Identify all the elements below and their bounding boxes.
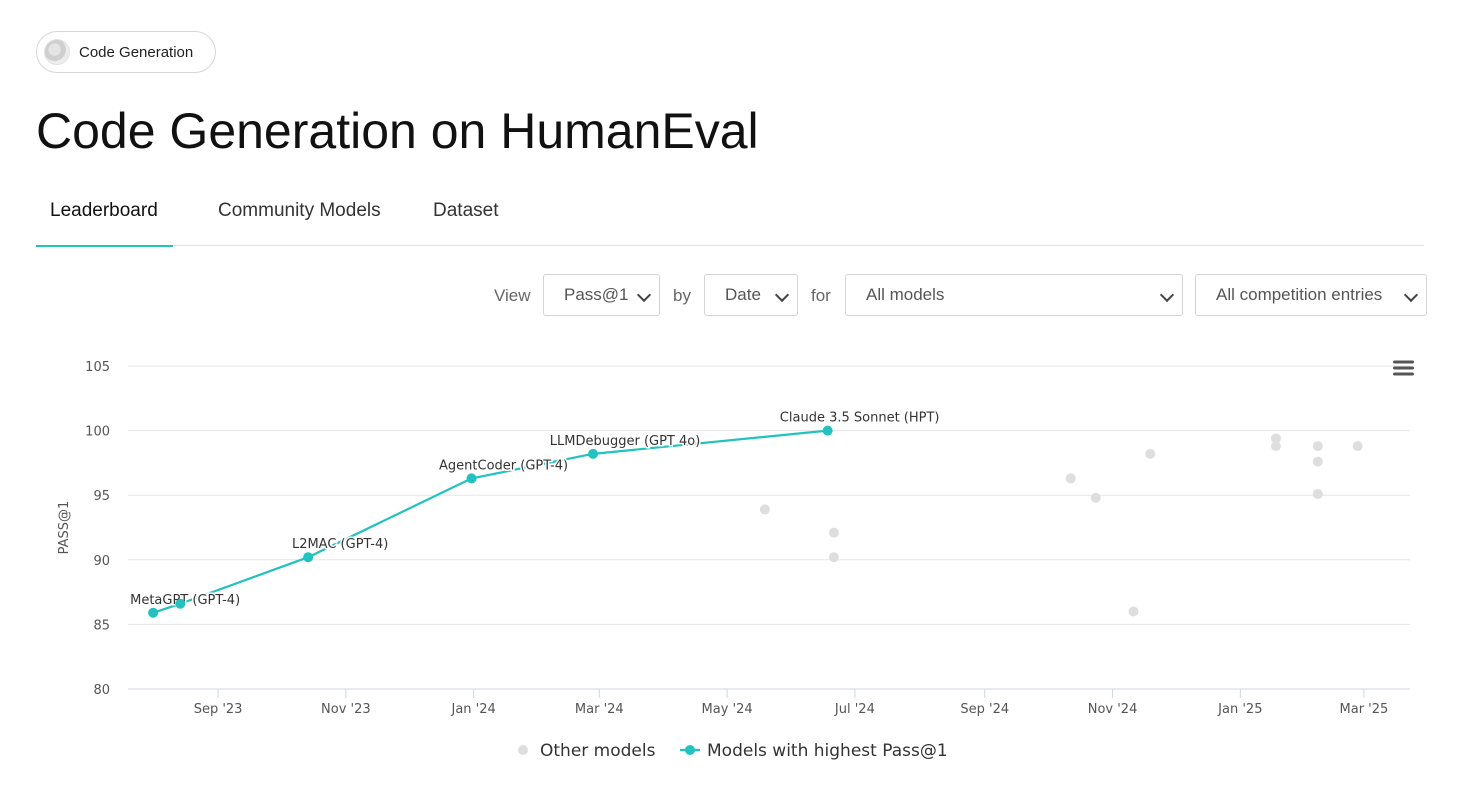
other-model-point[interactable] xyxy=(1090,492,1101,503)
task-pill-label: Code Generation xyxy=(79,43,194,61)
legend-best-models-marker xyxy=(685,745,695,755)
x-tick-label: Mar '24 xyxy=(575,702,624,717)
sort-by-select[interactable]: Date xyxy=(704,274,798,316)
x-tick-label: Nov '24 xyxy=(1088,702,1138,717)
tab-bar: Leaderboard Community Models Dataset xyxy=(36,190,1424,247)
filter-bar: View Pass@1 by Date for All models All c… xyxy=(0,274,1457,316)
by-label: by xyxy=(673,286,691,305)
best-model-label: Claude 3.5 Sonnet (HPT) xyxy=(780,411,940,426)
chevron-down-icon xyxy=(774,287,790,303)
y-tick-label: 105 xyxy=(85,360,110,375)
for-label: for xyxy=(811,286,831,305)
tab-leaderboard[interactable]: Leaderboard xyxy=(50,200,158,221)
other-model-point[interactable] xyxy=(1352,441,1363,452)
other-model-point[interactable] xyxy=(1270,441,1281,452)
y-tick-label: 95 xyxy=(93,489,110,504)
entries-select-value: All competition entries xyxy=(1216,285,1383,304)
hamburger-menu-icon[interactable] xyxy=(1393,360,1414,376)
other-model-point[interactable] xyxy=(1145,448,1156,459)
y-axis-title: PASS@1 xyxy=(57,501,72,555)
y-tick-label: 80 xyxy=(93,683,110,698)
best-model-point[interactable] xyxy=(148,607,159,618)
x-tick-label: Jul '24 xyxy=(834,702,875,717)
legend-other-models-marker xyxy=(518,745,528,755)
x-tick-label: Jan '24 xyxy=(450,702,495,717)
models-select[interactable]: All models xyxy=(845,274,1183,316)
best-model-label: LLMDebugger (GPT 4o) xyxy=(550,434,701,449)
y-tick-label: 85 xyxy=(93,618,110,633)
other-model-point[interactable] xyxy=(1312,441,1323,452)
best-model-label: L2MAC (GPT-4) xyxy=(292,537,388,552)
legend-best-models-label[interactable]: Models with highest Pass@1 xyxy=(707,741,948,761)
best-model-point[interactable] xyxy=(175,598,186,609)
metric-select-value: Pass@1 xyxy=(564,285,629,304)
y-tick-label: 90 xyxy=(93,554,110,569)
other-model-point[interactable] xyxy=(1065,473,1076,484)
other-model-point[interactable] xyxy=(759,504,770,515)
best-model-point[interactable] xyxy=(822,425,833,436)
best-model-point[interactable] xyxy=(466,473,477,484)
other-model-point[interactable] xyxy=(1128,606,1139,617)
tab-community-models[interactable]: Community Models xyxy=(218,200,381,221)
page-title: Code Generation on HumanEval xyxy=(36,103,759,159)
best-model-label: AgentCoder (GPT-4) xyxy=(439,458,568,473)
chevron-down-icon xyxy=(1403,287,1419,303)
chevron-down-icon xyxy=(1159,287,1175,303)
x-tick-label: Jan '25 xyxy=(1217,702,1262,717)
legend-other-models-label[interactable]: Other models xyxy=(540,741,656,761)
best-model-point[interactable] xyxy=(588,448,599,459)
x-tick-label: Mar '25 xyxy=(1340,702,1389,717)
metric-select[interactable]: Pass@1 xyxy=(543,274,660,316)
other-model-point[interactable] xyxy=(1312,488,1323,499)
other-model-point[interactable] xyxy=(828,527,839,538)
chevron-down-icon xyxy=(636,287,652,303)
other-model-point[interactable] xyxy=(1312,456,1323,467)
task-pill[interactable]: Code Generation xyxy=(36,31,216,73)
pass-at-1-chart: 80 85 90 95 100 105 Sep '23 Nov '23 Jan '24 Mar '… xyxy=(57,360,1414,761)
view-label: View xyxy=(494,286,531,305)
tab-dataset[interactable]: Dataset xyxy=(433,200,499,221)
task-thumbnail-icon xyxy=(44,39,70,65)
entries-select[interactable]: All competition entries xyxy=(1195,274,1427,316)
models-select-value: All models xyxy=(866,285,945,304)
x-tick-label: May '24 xyxy=(702,702,753,717)
sort-by-select-value: Date xyxy=(725,285,761,304)
x-tick-label: Sep '24 xyxy=(960,702,1009,717)
x-tick-label: Nov '23 xyxy=(321,702,371,717)
best-model-label: MetaGPT (GPT-4) xyxy=(130,593,240,608)
other-model-point[interactable] xyxy=(1270,433,1281,444)
y-tick-label: 100 xyxy=(85,425,110,440)
other-model-point[interactable] xyxy=(828,552,839,563)
best-model-point[interactable] xyxy=(303,552,314,563)
x-tick-label: Sep '23 xyxy=(194,702,243,717)
active-tab-indicator xyxy=(36,245,173,247)
